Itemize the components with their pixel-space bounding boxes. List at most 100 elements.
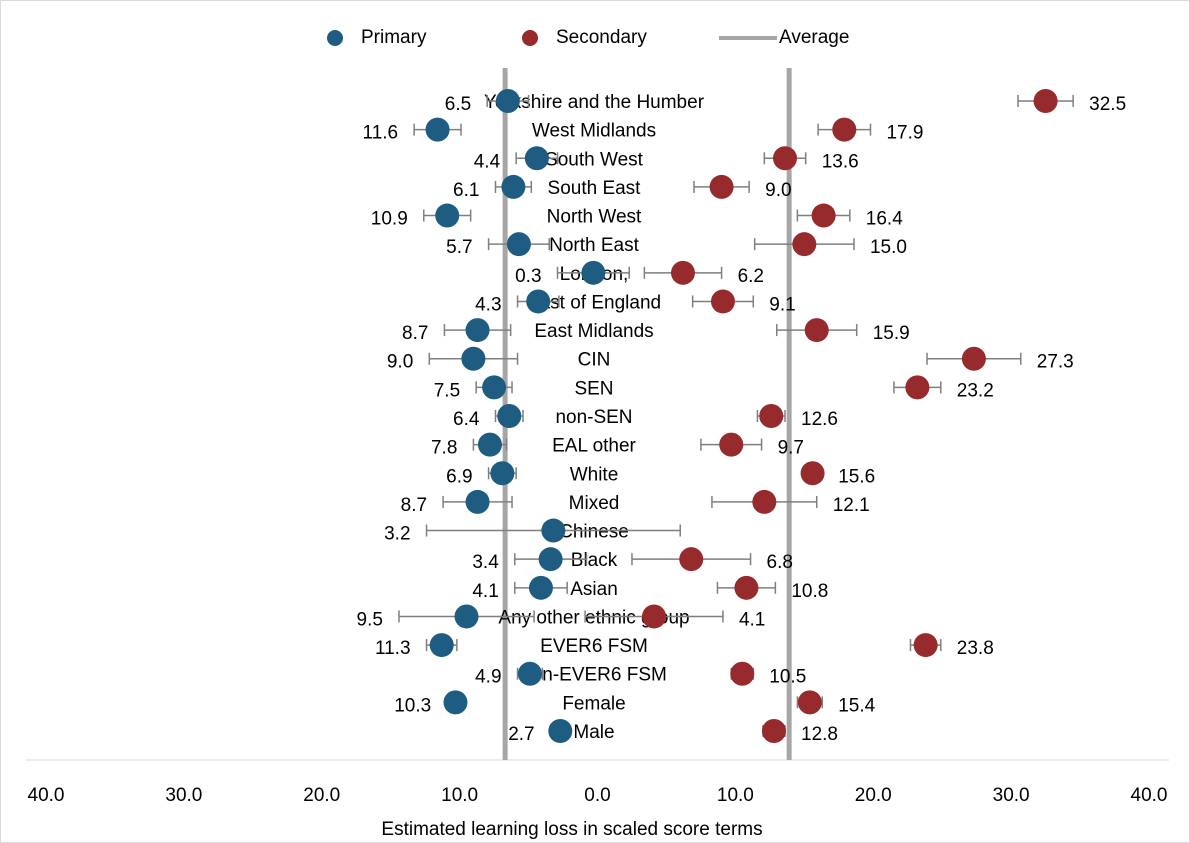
category-label: White [570,464,619,485]
data-label: 10.9 [371,209,408,230]
data-label: 4.1 [739,609,765,630]
category-label: SEN [574,378,613,399]
category-label: EAL other [552,436,636,457]
data-label: 13.6 [822,151,859,172]
dot [497,404,522,428]
category-label: Yorkshire and the Humber [484,92,705,113]
data-label: 4.3 [475,294,501,315]
data-label: 12.1 [833,495,870,516]
data-label: 6.2 [738,266,764,287]
dot [797,690,822,715]
category-label: South East [548,178,642,199]
dot [506,232,531,257]
category-label: North West [547,207,642,228]
dot [443,690,468,715]
data-label: 32.5 [1089,94,1126,115]
dot [461,346,486,371]
category-label: non-SEN [555,407,632,428]
dot [495,89,520,113]
dot [581,260,606,285]
data-label: 15.9 [873,323,910,344]
dot [759,404,784,428]
data-label: 27.3 [1037,352,1074,373]
category-label: Asian [570,579,618,600]
dot [811,203,836,228]
category-label: Female [562,693,625,714]
dot [429,633,454,658]
data-label: 15.0 [870,237,907,258]
data-label: 15.4 [838,695,875,716]
dot [773,146,798,171]
dot [719,432,744,457]
data-label: 12.6 [801,409,838,430]
data-label: 6.1 [453,180,479,201]
dot [541,518,566,543]
dot [679,547,704,572]
dot [913,633,938,658]
data-label: 0.3 [515,266,541,287]
category-label: North East [549,235,639,256]
data-label: 16.4 [866,209,903,230]
category-label: Any other ethnic group [498,607,689,628]
x-tick-label: 30.0 [993,785,1030,806]
data-label: 12.8 [801,724,838,745]
data-label: 23.8 [957,638,994,659]
dot [905,375,930,400]
data-label: 10.3 [394,695,431,716]
x-axis-title: Estimated learning loss in scaled score … [381,819,762,840]
dot [482,375,507,400]
data-label: 5.7 [446,237,472,258]
data-label: 10.5 [769,667,806,688]
data-label: 3.4 [472,552,499,573]
dot [465,489,490,514]
dot [435,203,460,228]
legend-label: Secondary [556,27,647,48]
dot [548,719,573,743]
data-label: 9.0 [765,180,791,201]
category-label: Male [573,722,614,743]
dot [710,289,735,314]
data-label: 8.7 [402,323,428,344]
data-label: 4.4 [474,151,501,172]
x-tick-label: 30.0 [165,785,202,806]
data-label: 9.7 [778,438,804,459]
dot [709,174,734,199]
x-tick-label: 10.0 [717,785,754,806]
category-label: non-EVER6 FSM [521,665,667,686]
category-label: East Midlands [534,321,653,342]
data-label: 4.9 [475,667,501,688]
dot [454,604,479,629]
dot [832,117,857,142]
data-label: 4.1 [472,581,498,602]
dot [792,232,817,257]
category-label: Mixed [569,493,620,514]
x-tick-label: 20.0 [855,785,892,806]
dot [961,346,986,371]
data-label: 6.4 [453,409,480,430]
legend-marker [522,30,538,46]
data-label: 11.3 [375,638,411,659]
dot [670,260,695,285]
dot [730,661,755,686]
dot [752,489,777,514]
legend-marker [327,30,343,46]
x-tick-label: 40.0 [1131,785,1168,806]
data-label: 15.6 [838,466,875,487]
category-label: EVER6 FSM [540,636,648,657]
x-tick-label: 40.0 [28,785,65,806]
data-label: 3.2 [384,524,410,545]
dot [490,461,515,486]
data-label: 6.9 [446,466,472,487]
data-label: 11.6 [363,123,399,144]
data-label: 6.5 [445,94,471,115]
data-label: 6.8 [767,552,793,573]
dot [465,318,490,343]
data-label: 7.5 [434,380,460,401]
category-label: CIN [578,350,611,371]
category-label: South West [545,149,644,170]
data-label: 17.9 [886,123,923,144]
x-tick-label: 10.0 [441,785,478,806]
dot [1033,89,1058,113]
